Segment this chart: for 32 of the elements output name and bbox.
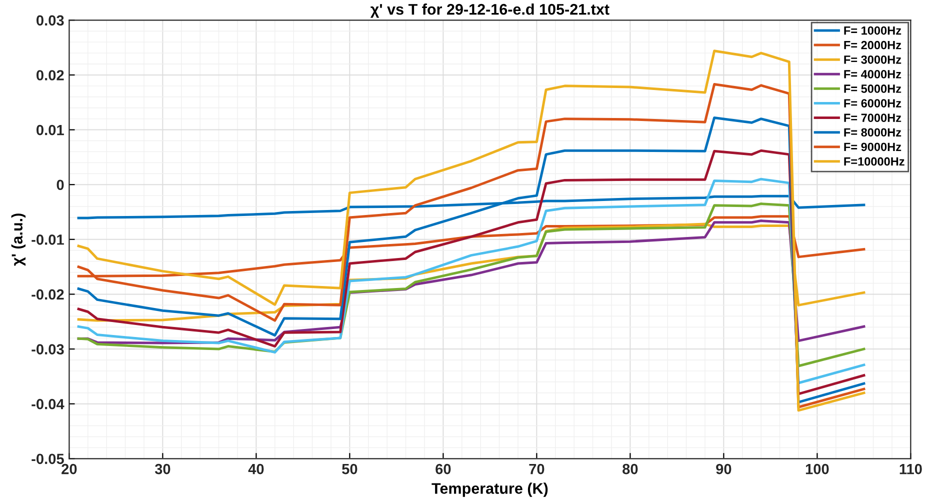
x-tick-label: 70	[529, 464, 544, 474]
legend-label: F= 3000Hz	[844, 55, 902, 64]
legend-label: F= 5000Hz	[844, 84, 902, 93]
legend-label: F=10000Hz	[844, 157, 904, 166]
legend-label: F= 7000Hz	[844, 114, 902, 122]
y-tick-label: -0.02	[32, 289, 64, 300]
legend-label: F= 1000Hz	[844, 26, 902, 35]
y-tick-label: 0.02	[36, 70, 64, 80]
y-tick-label: -0.05	[32, 454, 64, 464]
x-tick-label: 50	[342, 464, 358, 474]
y-tick-label: 0	[56, 180, 64, 190]
x-tick-label: 90	[716, 464, 732, 474]
x-tick-label: 110	[900, 464, 922, 474]
y-tick-label: 0.01	[36, 124, 64, 136]
y-axis-title: χ' (a.u.)	[11, 214, 26, 266]
x-tick-label: 30	[154, 464, 170, 474]
y-tick-label: -0.04	[32, 398, 64, 410]
chart-title: χ' vs T for 29-12-16-e.d 105-21.txt	[370, 4, 610, 18]
x-tick-label: 100	[806, 464, 829, 474]
y-tick-label: -0.03	[32, 344, 64, 354]
y-tick-label: 0.03	[36, 15, 64, 26]
legend-label: F= 6000Hz	[844, 99, 902, 108]
x-tick-label: 60	[436, 464, 451, 474]
x-tick-label: 40	[248, 464, 264, 474]
legend-label: F= 9000Hz	[844, 142, 902, 152]
x-tick-label: 80	[622, 464, 638, 474]
x-axis-title: Temperature (K)	[432, 482, 548, 497]
legend-label: F= 2000Hz	[844, 40, 902, 50]
y-tick-label: -0.01	[32, 234, 64, 245]
legend-label: F= 4000Hz	[844, 70, 902, 78]
legend-label: F= 8000Hz	[844, 128, 902, 137]
x-tick-label: 20	[62, 464, 77, 474]
